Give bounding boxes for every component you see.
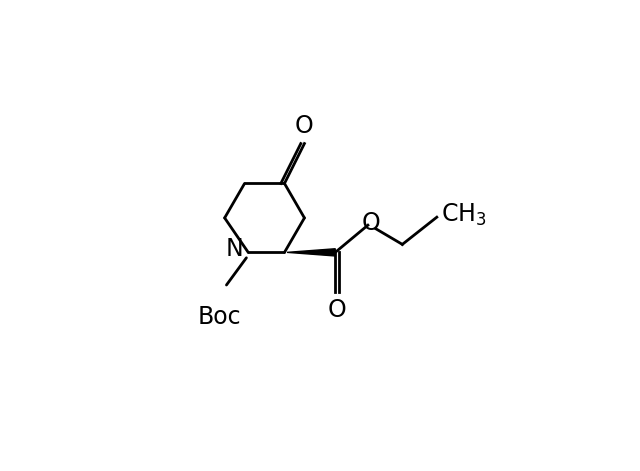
Polygon shape (287, 249, 335, 256)
Text: Boc: Boc (197, 305, 241, 329)
Text: N: N (226, 237, 244, 261)
Text: O: O (328, 298, 346, 322)
Text: CH$_3$: CH$_3$ (441, 202, 487, 228)
Text: O: O (362, 211, 380, 235)
Text: O: O (295, 114, 314, 138)
